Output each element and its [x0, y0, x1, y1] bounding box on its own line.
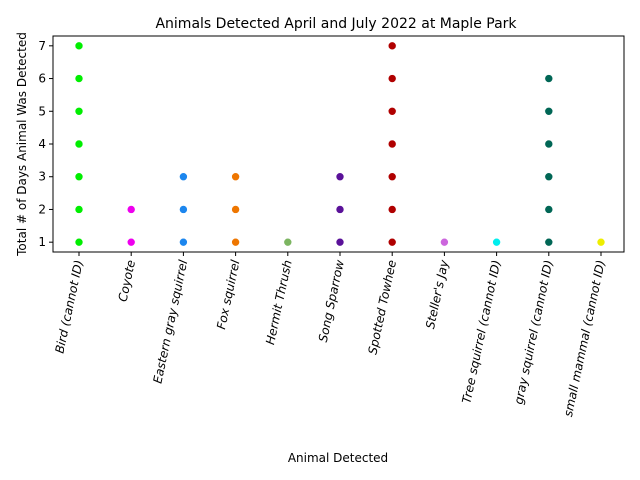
y-tick-label: 4 — [38, 137, 46, 151]
y-tick-label: 7 — [38, 39, 46, 53]
data-point — [544, 139, 554, 149]
data-point — [179, 205, 188, 214]
y-axis-title: Total # of Days Animal Was Detected — [15, 32, 29, 257]
data-point — [544, 205, 554, 214]
data-point — [231, 172, 240, 182]
data-point — [387, 74, 397, 83]
points-layer — [74, 41, 606, 247]
data-point — [231, 205, 240, 214]
data-point — [440, 237, 449, 247]
y-tick-label: 2 — [38, 202, 46, 216]
data-point — [335, 237, 345, 247]
data-point — [179, 237, 188, 247]
data-point — [387, 41, 397, 51]
data-point — [74, 106, 84, 116]
data-point — [283, 237, 293, 247]
data-point — [387, 172, 397, 182]
data-point — [74, 41, 84, 51]
data-point — [74, 205, 84, 214]
x-axis-title: Animal Detected — [288, 451, 388, 465]
chart-title: Animals Detected April and July 2022 at … — [155, 16, 517, 32]
data-point — [544, 237, 554, 247]
y-axis: 1 2 3 4 5 6 7 — [38, 39, 53, 249]
y-tick-label: 5 — [38, 104, 46, 118]
data-point — [74, 74, 84, 83]
data-point — [74, 139, 84, 149]
data-point — [126, 237, 136, 247]
y-tick-label: 6 — [38, 72, 46, 86]
data-point — [387, 205, 397, 214]
data-point — [231, 237, 240, 247]
y-tick-label: 3 — [38, 170, 46, 184]
data-point — [387, 237, 397, 247]
data-point — [596, 237, 606, 247]
data-point — [126, 205, 136, 214]
data-point — [387, 139, 397, 149]
y-tick-label: 1 — [38, 235, 46, 249]
data-point — [335, 172, 345, 182]
data-point — [492, 237, 501, 247]
data-point — [335, 205, 345, 214]
data-point — [74, 172, 84, 182]
data-point — [544, 106, 554, 116]
data-point — [544, 74, 554, 83]
data-point — [387, 106, 397, 116]
data-point — [179, 172, 188, 182]
data-point — [544, 172, 554, 182]
data-point — [74, 237, 84, 247]
